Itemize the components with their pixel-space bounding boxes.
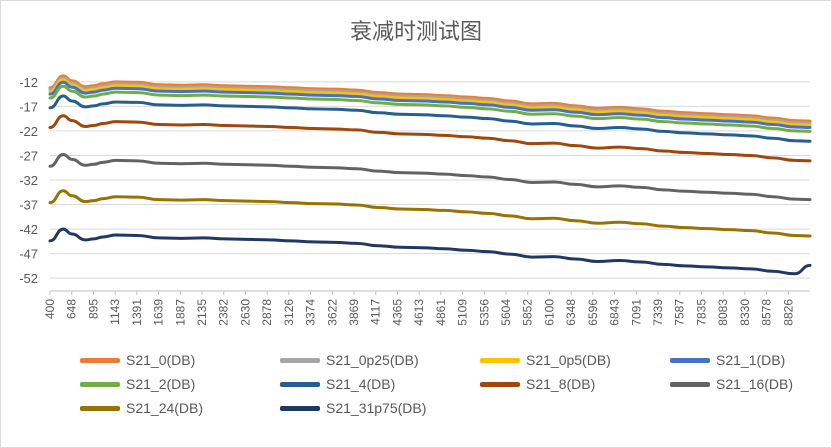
series-line-s21_1db	[48, 80, 812, 129]
x-tick-label: 7091	[629, 299, 643, 326]
legend-label: S21_8(DB)	[526, 376, 596, 392]
y-tick-label: -42	[19, 222, 38, 237]
legend-label: S21_24(DB)	[126, 400, 204, 416]
legend-label: S21_1(DB)	[716, 352, 786, 368]
legend-item: S21_24(DB)	[80, 398, 203, 418]
legend-item: S21_16(DB)	[670, 374, 793, 394]
legend-label: S21_0(DB)	[126, 352, 196, 368]
y-tick-label: -22	[19, 124, 38, 139]
x-tick-label: 6843	[608, 299, 622, 326]
x-tick-label: 5604	[499, 299, 513, 326]
series-line-s21_0p5db	[48, 78, 812, 127]
y-tick-label: -52	[19, 271, 38, 286]
x-tick-label: 3869	[347, 299, 361, 326]
x-tick-label: 5356	[477, 299, 491, 326]
x-tick-label: 7339	[651, 299, 665, 326]
x-tick-label: 3374	[304, 299, 318, 326]
y-tick-label: -12	[19, 75, 38, 90]
legend-swatch	[670, 357, 710, 363]
x-tick-label: 5852	[521, 299, 535, 326]
series-line-s21_2db	[48, 84, 812, 133]
series-line-s21_24db	[48, 189, 812, 238]
legend-item: S21_0p5(DB)	[480, 350, 611, 370]
x-tick-label: 8330	[738, 299, 752, 326]
y-tick-label: -47	[19, 247, 38, 262]
legend-label: S21_31p75(DB)	[326, 400, 427, 416]
legend-swatch	[280, 357, 320, 363]
x-tick-label: 4365	[390, 299, 404, 326]
legend-swatch	[80, 357, 120, 363]
x-tick-label: 1639	[152, 299, 166, 326]
x-tick-label: 2382	[217, 299, 231, 326]
x-tick-label: 7835	[694, 299, 708, 326]
x-tick-label: 7587	[673, 299, 687, 326]
legend-swatch	[80, 381, 120, 387]
x-tick-label: 4117	[369, 299, 383, 325]
y-tick-label: -17	[19, 99, 38, 114]
x-tick-label: 400	[43, 299, 57, 319]
y-tick-label: -27	[19, 148, 38, 163]
legend-swatch	[280, 381, 320, 387]
series-line-s21_16db	[48, 152, 812, 202]
series-line-s21_31p75db	[48, 227, 812, 276]
x-tick-label: 648	[65, 299, 79, 319]
x-tick-label: 2630	[238, 299, 252, 326]
x-tick-label: 8083	[716, 299, 730, 326]
legend-label: S21_0p5(DB)	[526, 352, 611, 368]
x-tick-label: 6100	[542, 299, 556, 326]
series-line-s21_8db	[48, 114, 812, 163]
legend-item: S21_31p75(DB)	[280, 398, 426, 418]
legend-item: S21_0(DB)	[80, 350, 195, 370]
x-tick-label: 5109	[456, 299, 470, 326]
legend-swatch	[480, 357, 520, 363]
legend-swatch	[670, 381, 710, 387]
x-tick-label: 3622	[325, 299, 339, 326]
legend-swatch	[80, 405, 120, 411]
x-tick-label: 8578	[760, 299, 774, 326]
legend-item: S21_2(DB)	[80, 374, 195, 394]
legend-swatch	[280, 405, 320, 411]
x-tick-label: 8826	[781, 299, 795, 326]
legend-item: S21_1(DB)	[670, 350, 785, 370]
legend-item: S21_4(DB)	[280, 374, 395, 394]
x-tick-label: 1887	[173, 299, 187, 326]
series-line-s21_4db	[48, 94, 812, 143]
x-tick-label: 895	[86, 299, 100, 319]
series-line-s21_0db	[48, 74, 812, 123]
series-line-s21_0p25db	[48, 76, 812, 125]
legend-item: S21_0p25(DB)	[280, 350, 419, 370]
x-tick-label: 2135	[195, 299, 209, 326]
y-tick-label: -32	[19, 173, 38, 188]
x-tick-label: 4613	[412, 299, 426, 326]
x-tick-label: 1391	[130, 299, 144, 326]
legend-label: S21_0p25(DB)	[326, 352, 419, 368]
legend-swatch	[480, 381, 520, 387]
legend-label: S21_4(DB)	[326, 376, 396, 392]
x-tick-label: 3126	[282, 299, 296, 326]
legend-label: S21_16(DB)	[716, 376, 794, 392]
y-tick-label: -37	[19, 198, 38, 213]
x-tick-label: 1143	[108, 299, 122, 325]
x-tick-label: 6596	[586, 299, 600, 326]
x-tick-label: 2878	[260, 299, 274, 326]
chart-title: 衰减时测试图	[349, 20, 482, 45]
x-tick-label: 4861	[434, 299, 448, 326]
legend-label: S21_2(DB)	[126, 376, 196, 392]
x-tick-label: 6348	[564, 299, 578, 326]
legend-item: S21_8(DB)	[480, 374, 595, 394]
